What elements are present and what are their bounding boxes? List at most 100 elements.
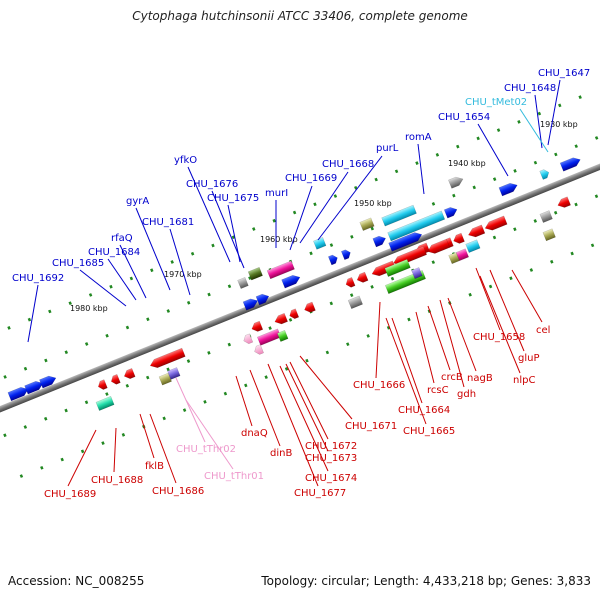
gene-label: CHU_1692	[12, 273, 64, 284]
tick-mark	[268, 326, 272, 330]
leader-line	[289, 185, 313, 251]
gene-feature	[158, 372, 172, 386]
tick-mark	[350, 234, 354, 239]
gene-label: CHU_1648	[504, 83, 556, 94]
gene-feature	[328, 254, 338, 266]
tick-mark	[305, 358, 309, 363]
gene-label: gluP	[518, 353, 540, 364]
tick-mark	[68, 301, 72, 306]
leader-line	[415, 311, 435, 384]
tick-mark	[452, 193, 456, 198]
accession-text: Accession: NC_008255	[8, 574, 145, 588]
tick-mark	[472, 185, 476, 190]
gene-label: gyrA	[126, 196, 149, 207]
gene-label: dinB	[270, 448, 292, 459]
tick-mark	[488, 284, 493, 289]
gene-feature	[242, 298, 259, 311]
gene-feature	[443, 207, 458, 219]
tick-mark	[84, 342, 89, 346]
tick-mark	[594, 194, 599, 199]
gene-feature	[254, 344, 264, 355]
kbp-tick-label: 1960 kbp	[260, 235, 298, 244]
tick-mark	[227, 284, 232, 289]
gene-label: CHU_1664	[398, 405, 450, 416]
tick-mark	[207, 292, 211, 297]
gene-label: CHU_1675	[207, 193, 259, 204]
leader-line	[249, 369, 281, 447]
leader-line	[187, 166, 231, 263]
tick-mark	[109, 284, 113, 289]
leader-line	[135, 207, 171, 291]
tick-mark	[578, 95, 582, 100]
tick-mark	[390, 276, 395, 281]
tick-mark	[101, 441, 105, 445]
gene-feature	[356, 271, 369, 283]
tick-mark	[7, 326, 11, 330]
tick-mark	[533, 160, 538, 165]
gene-feature	[539, 169, 550, 180]
tick-mark	[435, 152, 440, 157]
tick-mark	[288, 318, 293, 322]
gene-feature	[448, 176, 464, 189]
tick-mark	[407, 317, 411, 322]
tick-mark	[329, 243, 334, 247]
tick-mark	[394, 169, 399, 174]
leader-line	[175, 377, 206, 443]
tick-mark	[27, 317, 32, 322]
gene-feature	[7, 387, 29, 402]
leader-line	[511, 269, 543, 323]
leader-line	[267, 363, 319, 487]
leader-line	[427, 305, 451, 371]
gene-feature	[281, 275, 301, 289]
kbp-tick-label: 1950 kbp	[354, 199, 392, 208]
gene-feature	[98, 379, 108, 390]
tick-mark	[150, 268, 154, 273]
page-title: Cytophaga hutchinsonii ATCC 33406, compl…	[132, 9, 468, 23]
leader-line	[299, 171, 349, 244]
leader-line	[79, 269, 127, 307]
gene-feature	[313, 237, 327, 250]
gene-feature	[557, 196, 571, 208]
gene-feature	[539, 210, 553, 223]
leader-line	[149, 413, 177, 484]
gene-feature	[542, 228, 556, 242]
gene-label: murI	[265, 188, 288, 199]
tick-mark	[129, 276, 134, 281]
gene-label: CHU_1677	[294, 488, 346, 499]
tick-mark	[146, 317, 150, 322]
gene-feature	[388, 232, 423, 252]
leader-line	[385, 317, 427, 425]
kbp-tick-label: 1930 kbp	[540, 120, 578, 129]
gene-label: CHU_1676	[186, 179, 238, 190]
tick-mark	[558, 103, 562, 108]
tick-mark	[476, 136, 480, 141]
gene-label: CHU_1689	[44, 489, 96, 500]
gene-label: CHU_1666	[353, 380, 405, 391]
gene-feature	[257, 328, 282, 346]
leader-line	[391, 317, 423, 404]
gene-label: crcB	[441, 372, 463, 383]
tick-mark	[496, 128, 501, 132]
gene-feature	[359, 217, 375, 231]
tick-mark	[19, 474, 24, 478]
leader-line	[475, 267, 501, 331]
tick-mark	[64, 350, 69, 355]
gene-label: CHU_1669	[285, 173, 337, 184]
gene-feature	[124, 368, 136, 379]
leader-line	[479, 275, 521, 374]
leader-line	[447, 297, 477, 372]
leader-line	[439, 299, 465, 388]
tick-mark	[23, 425, 28, 429]
tick-mark	[3, 375, 7, 379]
tick-mark	[88, 293, 93, 297]
tick-mark	[431, 202, 436, 206]
tick-mark	[186, 359, 191, 363]
gene-labels: CHU_1647 CHU_1648 CHU_tMet02 CHU_1654 romA pu…	[12, 68, 590, 500]
gene-label: CHU_1654	[438, 112, 490, 123]
leader-line	[169, 228, 191, 296]
gene-label: CHU_1668	[322, 159, 374, 170]
tick-mark	[553, 210, 558, 215]
gene-feature	[384, 259, 411, 277]
tick-mark	[44, 358, 48, 363]
